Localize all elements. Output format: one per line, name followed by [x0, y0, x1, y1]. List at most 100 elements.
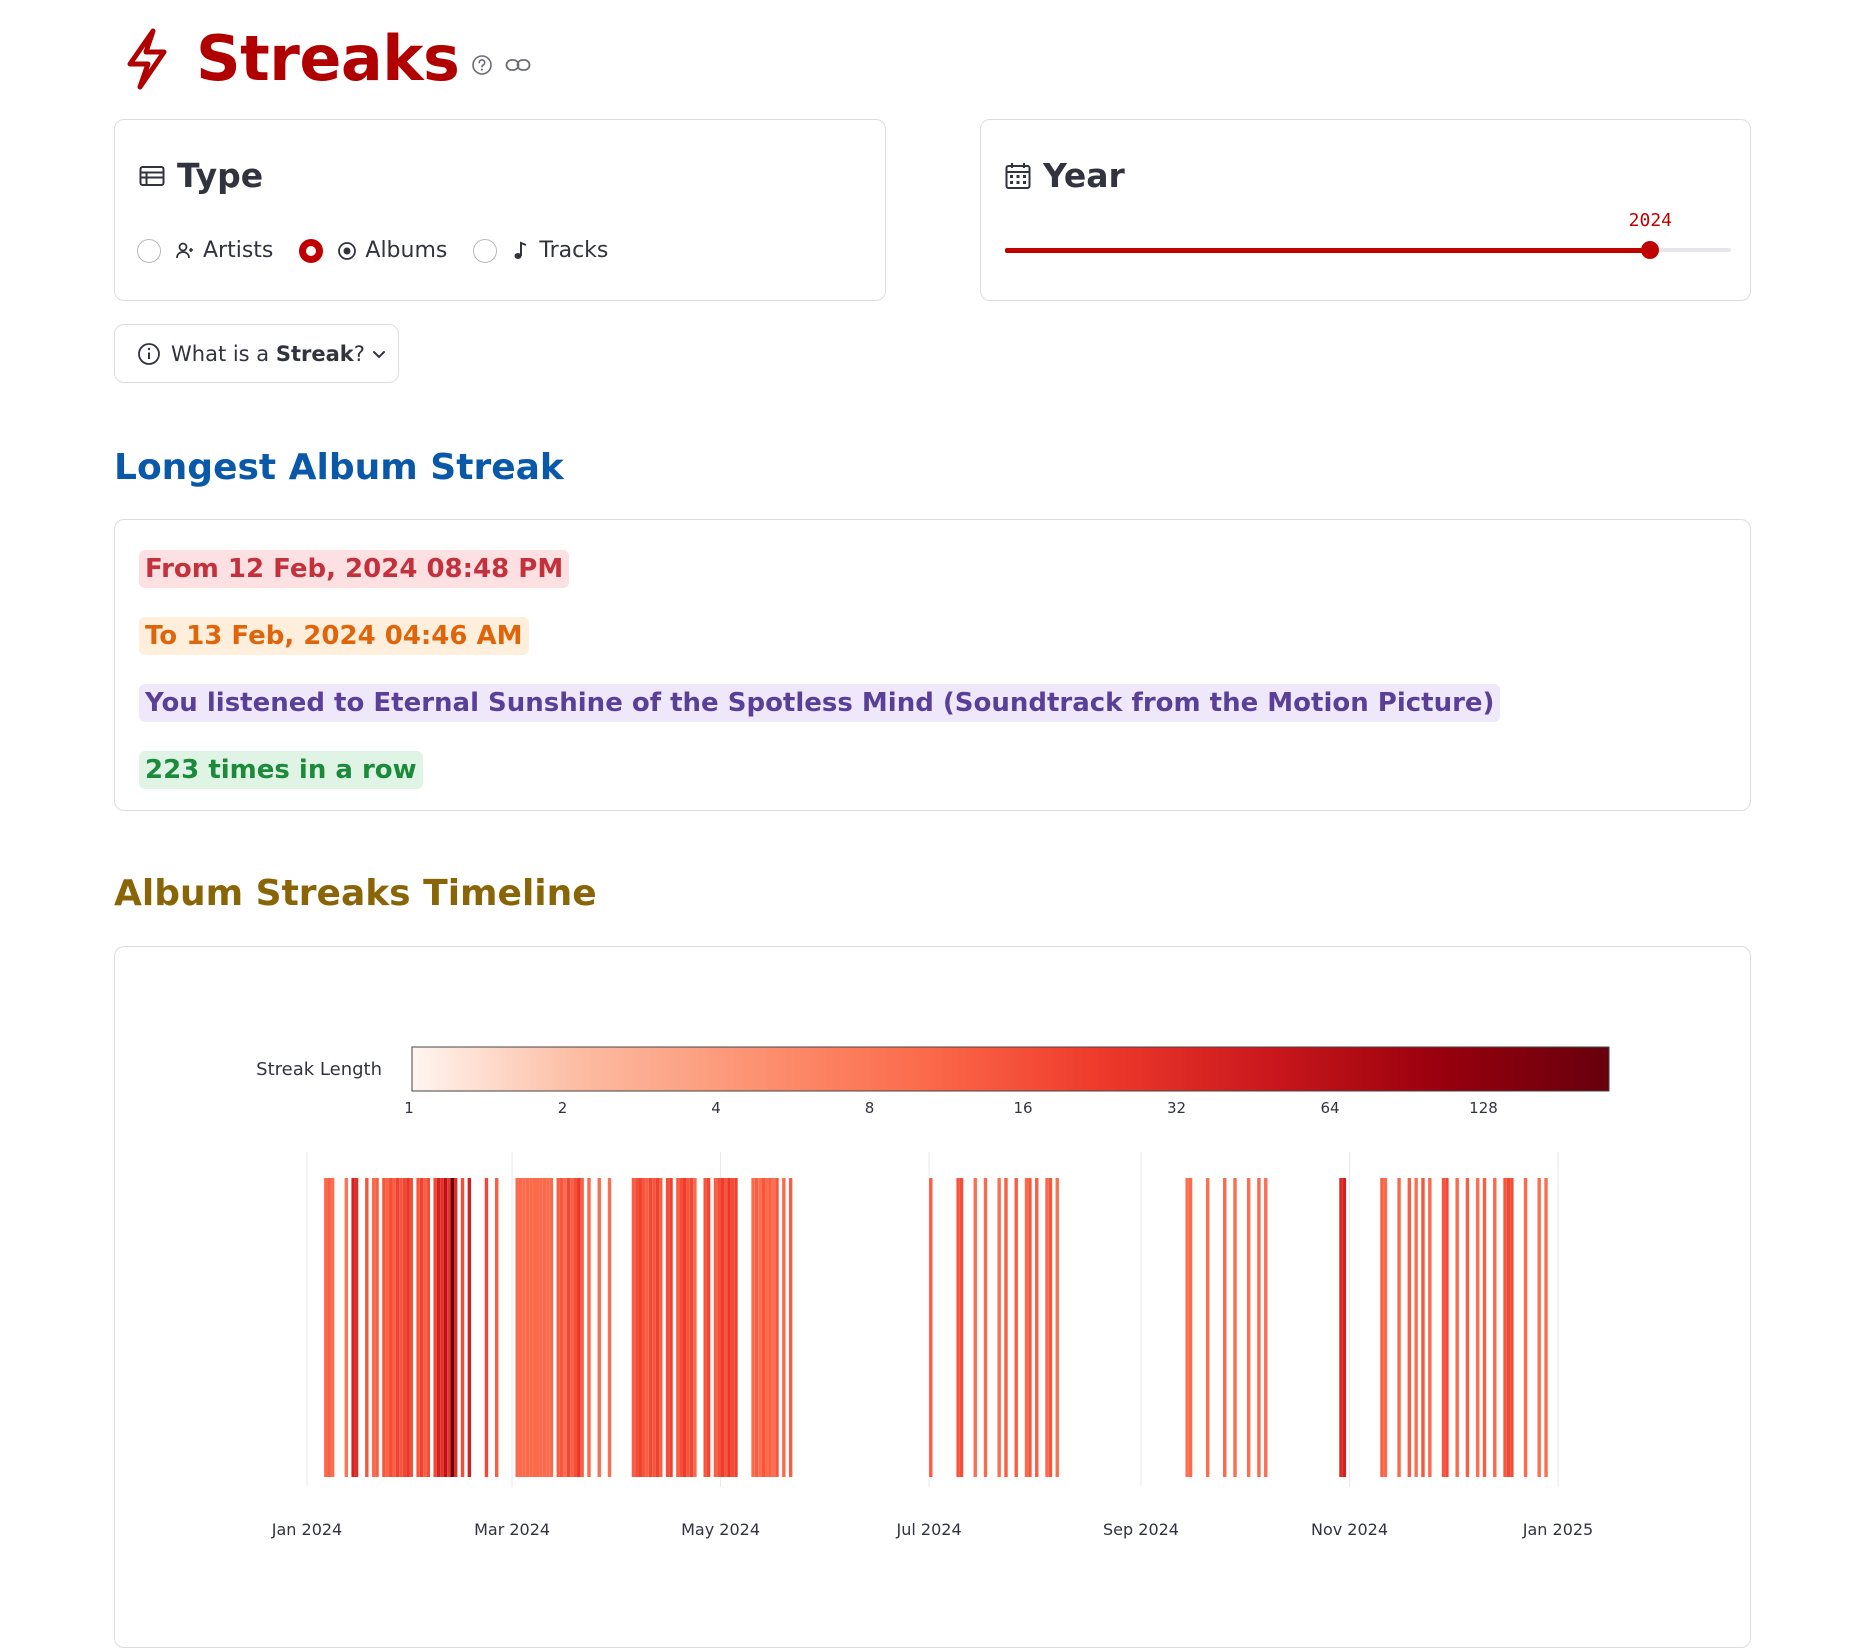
- radio-artists[interactable]: Artists: [137, 238, 273, 263]
- streak-bar[interactable]: [433, 1178, 437, 1477]
- streak-bar[interactable]: [1339, 1178, 1343, 1477]
- streak-bar[interactable]: [443, 1178, 448, 1477]
- streak-bar[interactable]: [573, 1178, 578, 1477]
- streak-bar[interactable]: [1257, 1178, 1261, 1477]
- streak-bar[interactable]: [546, 1178, 550, 1477]
- streak-bar[interactable]: [324, 1178, 328, 1477]
- streak-bar[interactable]: [371, 1178, 376, 1477]
- streak-bar[interactable]: [720, 1178, 724, 1477]
- streak-bar[interactable]: [983, 1178, 988, 1477]
- streak-bar[interactable]: [460, 1178, 465, 1477]
- streak-bar[interactable]: [330, 1178, 335, 1477]
- streak-bar[interactable]: [1537, 1178, 1541, 1477]
- streak-bar[interactable]: [402, 1178, 407, 1477]
- streak-bar[interactable]: [635, 1178, 639, 1477]
- streak-bar[interactable]: [997, 1178, 1001, 1477]
- streak-bar[interactable]: [631, 1178, 636, 1477]
- streak-bar[interactable]: [399, 1178, 403, 1477]
- streak-bar[interactable]: [754, 1178, 759, 1477]
- streak-bar[interactable]: [1441, 1178, 1446, 1477]
- year-slider[interactable]: 2024: [1005, 210, 1731, 259]
- streak-bar[interactable]: [580, 1178, 584, 1477]
- streak-bar[interactable]: [406, 1178, 410, 1477]
- streak-bar[interactable]: [765, 1178, 769, 1477]
- streak-bar[interactable]: [775, 1178, 779, 1477]
- streak-bar[interactable]: [1028, 1178, 1032, 1477]
- streak-bar[interactable]: [423, 1178, 427, 1477]
- streak-bar[interactable]: [1475, 1178, 1480, 1477]
- streak-bar[interactable]: [676, 1178, 680, 1477]
- streak-bar[interactable]: [484, 1178, 489, 1477]
- streak-bar[interactable]: [703, 1178, 707, 1477]
- link-icon[interactable]: [505, 57, 531, 73]
- streak-bar[interactable]: [1014, 1178, 1018, 1477]
- year-slider-thumb[interactable]: [1641, 241, 1660, 259]
- streak-bar[interactable]: [689, 1178, 694, 1477]
- streak-bar[interactable]: [467, 1178, 472, 1477]
- streak-bar[interactable]: [515, 1178, 519, 1477]
- streak-bar[interactable]: [1397, 1178, 1401, 1477]
- streak-bar[interactable]: [1414, 1178, 1418, 1477]
- streak-bar[interactable]: [453, 1178, 458, 1477]
- streak-bar[interactable]: [1185, 1178, 1189, 1477]
- streak-bar[interactable]: [1055, 1178, 1059, 1477]
- streak-bar[interactable]: [450, 1178, 454, 1477]
- streak-bar[interactable]: [529, 1178, 533, 1477]
- streak-bar[interactable]: [1264, 1178, 1268, 1477]
- streak-bar[interactable]: [556, 1178, 560, 1477]
- radio-albums[interactable]: Albums: [299, 238, 447, 263]
- streak-bar[interactable]: [327, 1178, 331, 1477]
- streak-bar[interactable]: [577, 1178, 581, 1477]
- streak-bar[interactable]: [542, 1178, 547, 1477]
- radio-circle-selected[interactable]: [299, 238, 324, 263]
- streak-bar[interactable]: [686, 1178, 690, 1477]
- streak-bar[interactable]: [1445, 1178, 1449, 1477]
- streak-bar[interactable]: [655, 1178, 660, 1477]
- streak-bar[interactable]: [973, 1178, 977, 1477]
- streak-bar[interactable]: [549, 1178, 554, 1477]
- streak-bar[interactable]: [419, 1178, 424, 1477]
- streak-bar[interactable]: [641, 1178, 646, 1477]
- streak-bar[interactable]: [1407, 1178, 1412, 1477]
- what-is-streak-expander[interactable]: What is a Streak?: [114, 324, 399, 383]
- radio-tracks[interactable]: Tracks: [473, 238, 608, 263]
- streak-bar[interactable]: [1024, 1178, 1029, 1477]
- streak-bar[interactable]: [1503, 1178, 1507, 1477]
- streak-bar[interactable]: [679, 1178, 683, 1477]
- streak-bar[interactable]: [536, 1178, 540, 1477]
- streak-bar[interactable]: [1421, 1178, 1425, 1477]
- streak-bar[interactable]: [761, 1178, 766, 1477]
- streak-bar[interactable]: [354, 1178, 359, 1477]
- streak-bar[interactable]: [351, 1178, 355, 1477]
- streak-bar[interactable]: [532, 1178, 537, 1477]
- streak-bar[interactable]: [389, 1178, 393, 1477]
- streak-bar[interactable]: [1493, 1178, 1497, 1477]
- streak-bar[interactable]: [782, 1178, 786, 1477]
- streak-bar[interactable]: [730, 1178, 735, 1477]
- streak-bar[interactable]: [788, 1178, 793, 1477]
- streak-bar[interactable]: [607, 1178, 612, 1477]
- streak-bar[interactable]: [570, 1178, 574, 1477]
- streak-bar[interactable]: [344, 1178, 349, 1477]
- streak-bar[interactable]: [1048, 1178, 1053, 1477]
- streak-bar[interactable]: [1188, 1178, 1193, 1477]
- streak-bar[interactable]: [645, 1178, 649, 1477]
- streak-bar[interactable]: [724, 1178, 728, 1477]
- streak-bar[interactable]: [539, 1178, 543, 1477]
- streak-bar[interactable]: [648, 1178, 653, 1477]
- streak-bar[interactable]: [597, 1178, 601, 1477]
- streak-bar[interactable]: [751, 1178, 755, 1477]
- streak-bar[interactable]: [713, 1178, 718, 1477]
- streak-bar[interactable]: [734, 1178, 738, 1477]
- streak-bar[interactable]: [1246, 1178, 1251, 1477]
- streak-bar[interactable]: [1428, 1178, 1432, 1477]
- streak-bar[interactable]: [1035, 1178, 1039, 1477]
- streak-bar[interactable]: [768, 1178, 772, 1477]
- radio-circle[interactable]: [473, 238, 498, 263]
- streak-bar[interactable]: [563, 1178, 567, 1477]
- streak-bar[interactable]: [771, 1178, 776, 1477]
- streak-bar[interactable]: [1544, 1178, 1548, 1477]
- streak-bar[interactable]: [727, 1178, 731, 1477]
- streak-bar[interactable]: [566, 1178, 571, 1477]
- streak-bar[interactable]: [409, 1178, 413, 1477]
